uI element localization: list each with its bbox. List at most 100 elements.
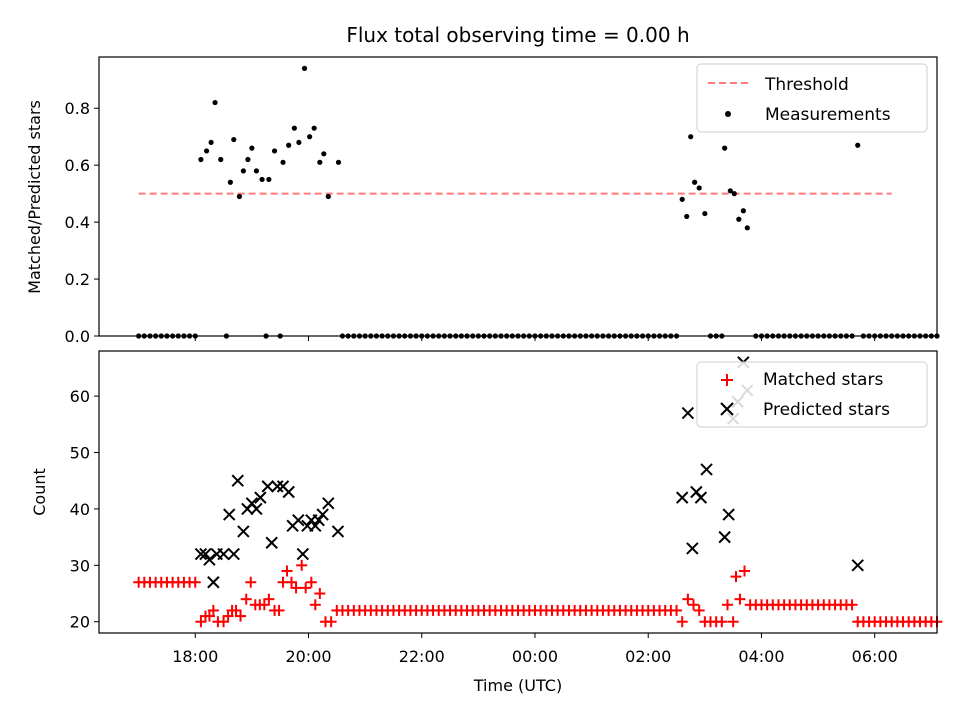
predicted-star-marker: [207, 576, 220, 589]
measurement-point: [301, 65, 308, 71]
measurement-point: [249, 145, 255, 151]
matched-star-marker: [716, 616, 728, 628]
predicted-star-marker-b: [237, 525, 250, 538]
measurement-point: [208, 139, 214, 146]
predicted-star-marker-b: [309, 519, 322, 533]
predicted-star-marker: [675, 491, 689, 504]
predicted-star-marker-b: [271, 480, 284, 493]
predicted-legend-label: Predicted stars: [763, 400, 890, 420]
ratio-y-axis-label: Matched/Predicted stars: [25, 100, 44, 294]
measurement-point: [253, 168, 260, 174]
predicted-star-marker: [282, 485, 295, 499]
measurement-point: [271, 148, 278, 154]
measurement-point: [203, 148, 210, 154]
predicted-star-marker-b: [199, 547, 212, 561]
predicted-star-marker: [292, 513, 305, 527]
predicted-star-marker: [265, 536, 278, 549]
count-y-tick-label: 40: [70, 500, 90, 519]
ratio-panel: Flux total observing time = 0.00 h 0.0 0.…: [25, 23, 940, 346]
matched-star-marker: [722, 599, 733, 611]
count-y-tick-label: 50: [70, 444, 90, 463]
matched-star-marker: [727, 616, 739, 628]
measurement-point: [855, 142, 861, 148]
predicted-star-marker-b: [217, 547, 230, 561]
measurement-point: [679, 196, 685, 202]
predicted-star-marker: [194, 547, 208, 561]
predicted-star-marker-b: [331, 525, 345, 538]
ratio-y-axis: 0.0 0.2 0.4 0.6 0.8: [65, 99, 99, 346]
matched-star-marker: [300, 582, 312, 594]
chart-title: Flux total observing time = 0.00 h: [346, 23, 689, 47]
matched-star-marker: [230, 604, 242, 616]
matched-star-marker: [738, 565, 750, 577]
matched-star-marker: [203, 610, 215, 622]
ratio-y-tick-label: 0.8: [65, 99, 90, 118]
ratio-y-tick-label: 0.6: [65, 156, 90, 175]
predicted-legend-marker: [720, 402, 734, 416]
predicted-star-marker: [227, 547, 240, 561]
measurement-point: [291, 125, 297, 131]
measurement-point: [307, 134, 313, 140]
count-y-axis: 20 30 40 50 60: [70, 387, 99, 632]
count-y-tick-label: 20: [70, 613, 90, 632]
predicted-star-marker-b: [296, 547, 310, 561]
predicted-star-marker-b: [722, 508, 735, 521]
matched-star-marker: [730, 571, 742, 583]
count-plot-frame: [98, 350, 938, 634]
predicted-star-marker-b: [207, 576, 220, 589]
measurement-point: [212, 99, 218, 106]
predicted-star-marker-b: [231, 474, 244, 487]
count-x-tick-label: 00:00: [512, 647, 558, 666]
predicted-star-marker: [254, 491, 267, 504]
count-legend: Matched stars Predicted stars: [696, 361, 928, 428]
measurement-point: [692, 179, 698, 185]
matched-star-marker: [682, 593, 694, 605]
measurement-point: [688, 134, 694, 140]
ratio-y-tick-label: 0.2: [65, 270, 90, 289]
predicted-star-marker: [203, 553, 216, 566]
matched-star-marker: [286, 576, 298, 588]
measurement-point: [702, 210, 708, 217]
measurement-point: [259, 176, 265, 183]
count-x-tick-label: 02:00: [625, 647, 671, 666]
matched-star-marker: [189, 576, 201, 588]
predicted-star-marker-b: [250, 502, 263, 516]
predicted-star-marker-b: [322, 497, 335, 510]
count-panel: 20 30 40 50 60 18:00 20:00 22:00 00:00 02:00 04:0…: [30, 350, 943, 695]
matched-star-marker: [207, 604, 219, 616]
measurement-point: [240, 168, 246, 174]
predicted-star-marker-b: [700, 463, 713, 476]
predicted-star-marker-b: [265, 536, 278, 549]
matched-star-marker: [195, 616, 207, 628]
matched-star-marker: [314, 588, 326, 600]
matched-star-marker: [281, 565, 293, 577]
predicted-star-marker: [322, 497, 335, 510]
matched-star-marker: [273, 604, 285, 616]
measurement-point: [266, 176, 272, 183]
measurement-point: [317, 159, 323, 165]
predicted-star-marker: [261, 480, 274, 493]
predicted-star-marker: [250, 502, 263, 516]
measurement-point: [740, 208, 746, 214]
measurement-point: [227, 179, 233, 185]
predicted-star-marker: [312, 513, 325, 527]
predicted-star-marker-b: [203, 553, 216, 566]
matched-star-marker: [245, 576, 257, 588]
measurement-point: [325, 193, 331, 200]
predicted-star-marker-b: [675, 491, 689, 504]
predicted-star-marker: [694, 491, 708, 504]
count-y-axis-label: Count: [30, 468, 49, 516]
predicted-star-marker-b: [312, 513, 325, 527]
measurement-point: [311, 125, 317, 131]
ratio-y-tick-label: 0.0: [65, 327, 90, 346]
measurement-point: [696, 185, 702, 191]
matched-star-marker: [263, 593, 275, 605]
predicted-star-marker: [223, 508, 236, 521]
matched-star-marker: [676, 616, 688, 628]
ratio-legend: Threshold Measurements: [696, 63, 928, 133]
predicted-star-marker-b: [282, 485, 295, 499]
predicted-star-marker-b: [254, 491, 267, 504]
predicted-star-marker: [851, 559, 864, 572]
predicted-star-marker-b: [276, 480, 290, 493]
